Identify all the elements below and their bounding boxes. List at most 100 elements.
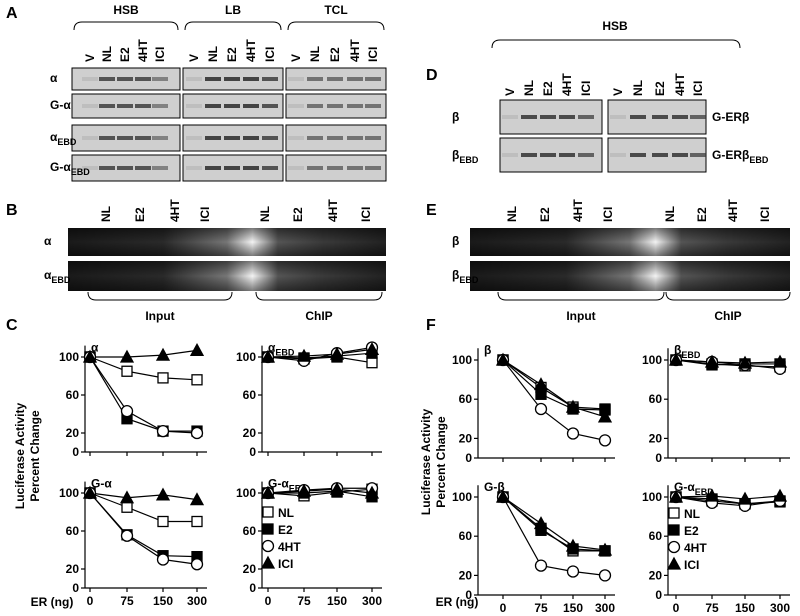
blot-band (152, 166, 168, 170)
y-tick-label: 20 (243, 562, 257, 576)
point (191, 374, 203, 386)
legend-label: E2 (278, 523, 293, 537)
point (565, 399, 581, 413)
lane-label: E2 (118, 47, 132, 62)
blot-band (347, 104, 363, 108)
y-tick-label: 0 (72, 445, 79, 459)
y-axis-title: Luciferase Activity (419, 409, 433, 516)
y-tick-label: 100 (642, 353, 662, 367)
blot-band (327, 104, 343, 108)
y-tick-label: 20 (649, 568, 663, 582)
y-tick-label: 100 (642, 490, 662, 504)
blot-band (205, 166, 221, 170)
y-tick-label: 100 (236, 486, 256, 500)
blot-band (82, 77, 98, 81)
lane-label: 4HT (168, 199, 182, 222)
lane-label: V (611, 88, 625, 96)
lane-label: ICI (366, 47, 380, 62)
gel-shade (68, 261, 386, 291)
series-line (89, 492, 198, 565)
x-axis-title: ER (ng) (436, 595, 479, 609)
label-main: β (452, 234, 459, 248)
lane-label: ICI (153, 47, 167, 62)
lane-label: E2 (133, 207, 147, 222)
blot-band (288, 166, 304, 170)
point (495, 352, 511, 366)
legend-marker (260, 555, 276, 569)
point (156, 553, 170, 566)
legend-label: ICI (278, 557, 293, 571)
lane-label: ICI (359, 207, 373, 222)
blot-band (347, 166, 363, 170)
blot-band (578, 153, 594, 157)
x-tick-label: 75 (120, 594, 134, 608)
lane-label: NL (308, 46, 322, 62)
blot-band (152, 104, 168, 108)
lane-label: V (289, 54, 303, 62)
blot-band (690, 115, 706, 119)
lane-label: NL (522, 80, 536, 96)
group-label: TCL (324, 3, 347, 17)
label-main: G-α (50, 98, 71, 112)
x-tick-label: 75 (297, 594, 311, 608)
lane-label: NL (99, 206, 113, 222)
label-main: G-β (484, 480, 505, 494)
point (534, 402, 548, 416)
blot-band (99, 136, 115, 140)
lane-label: E2 (538, 207, 552, 222)
panel-label: F (426, 317, 436, 334)
x-tick-label: 0 (673, 601, 680, 615)
label-sub: EBD (749, 155, 769, 165)
point (597, 409, 613, 423)
label-sub: EBD (275, 348, 295, 358)
blot-band (262, 136, 278, 140)
blot-band (82, 136, 98, 140)
blot-band (288, 136, 304, 140)
series-line (89, 492, 198, 501)
point (533, 377, 549, 391)
point (533, 516, 549, 530)
point (772, 354, 788, 368)
legend-marker (668, 524, 680, 536)
y-tick-label: 100 (452, 353, 472, 367)
lane-label: ICI (691, 81, 705, 96)
x-tick-label: 300 (770, 601, 790, 615)
series-line (502, 359, 606, 418)
blot-band (117, 104, 133, 108)
y-axis-title: Percent Change (434, 416, 448, 508)
bracket-label: ChIP (714, 309, 741, 323)
blot-band (262, 77, 278, 81)
point (668, 489, 684, 503)
y-tick-label: 0 (655, 588, 662, 602)
label-main: α (44, 268, 52, 282)
blot-band (186, 136, 202, 140)
y-tick-label: 0 (465, 451, 472, 465)
gel-shade (470, 261, 790, 291)
series-line (675, 359, 781, 364)
chart-title: αEBD (268, 341, 295, 358)
bracket-label: Input (566, 309, 595, 323)
chart-title: βEBD (674, 343, 701, 360)
lane-label: ICI (579, 81, 593, 96)
point (598, 569, 612, 582)
point (190, 558, 204, 571)
blot-band (262, 104, 278, 108)
panel-label: D (426, 67, 438, 84)
chart-title: β (484, 343, 491, 357)
point (566, 565, 580, 578)
point (704, 354, 720, 368)
row-label: G-αEBD (50, 160, 90, 177)
label-main: β (452, 148, 459, 162)
lane-label: 4HT (348, 39, 362, 62)
y-tick-label: 20 (459, 568, 473, 582)
blot-band (243, 166, 259, 170)
y-tick-label: 60 (243, 388, 257, 402)
row-label: β (452, 234, 459, 248)
series-line (502, 359, 606, 410)
blot-band (521, 153, 537, 157)
point (566, 427, 580, 440)
y-tick-label: 60 (459, 529, 473, 543)
chart-title: α (91, 341, 99, 355)
blot-band (205, 77, 221, 81)
